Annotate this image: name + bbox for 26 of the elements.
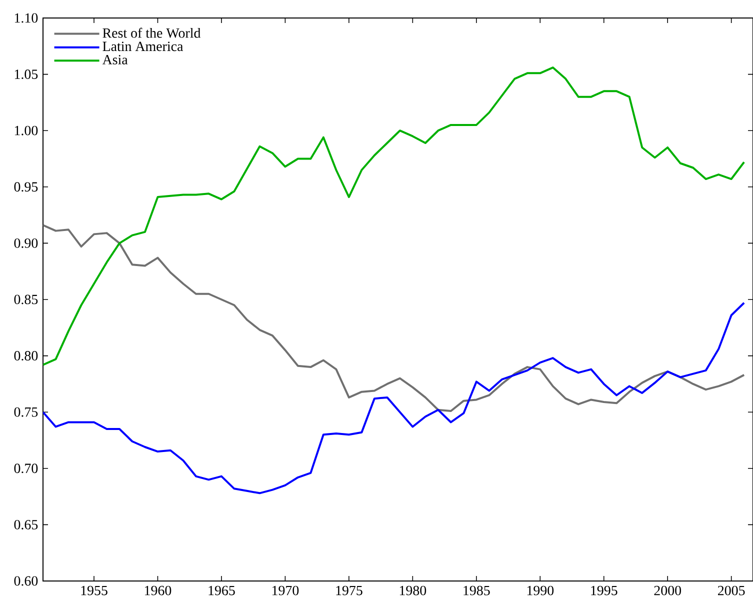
legend-label: Asia bbox=[102, 55, 128, 64]
y-tick-label: 0.70 bbox=[14, 464, 38, 474]
y-tick-label: 0.60 bbox=[14, 576, 38, 586]
x-tick-label: 1995 bbox=[591, 586, 618, 596]
y-tick-label: 1.05 bbox=[14, 70, 38, 80]
y-tick-label: 0.65 bbox=[14, 520, 38, 530]
y-tick-label: 1.10 bbox=[14, 13, 38, 23]
x-tick-label: 1970 bbox=[272, 586, 299, 596]
y-tick-label: 0.95 bbox=[14, 182, 38, 192]
y-tick-label: 0.90 bbox=[14, 238, 38, 248]
y-tick-label: 0.75 bbox=[14, 407, 38, 417]
y-tick-label: 0.80 bbox=[14, 351, 38, 361]
legend-label: Rest of the World bbox=[102, 28, 201, 38]
y-tick-label: 0.85 bbox=[14, 294, 38, 304]
x-tick-label: 1965 bbox=[208, 586, 235, 596]
x-tick-label: 2005 bbox=[718, 586, 745, 596]
line-series bbox=[43, 224, 746, 412]
legend-label: Latin America bbox=[102, 42, 184, 52]
x-tick-label: 1975 bbox=[336, 586, 362, 596]
x-tick-label: 2000 bbox=[654, 586, 682, 596]
x-tick-label: 1980 bbox=[400, 586, 426, 596]
x-tick-label: 1955 bbox=[81, 586, 108, 596]
y-tick-label: 1.00 bbox=[14, 126, 38, 136]
x-tick-label: 1960 bbox=[144, 586, 172, 596]
x-tick-label: 1985 bbox=[464, 586, 490, 596]
x-tick-label: 1990 bbox=[527, 586, 554, 596]
